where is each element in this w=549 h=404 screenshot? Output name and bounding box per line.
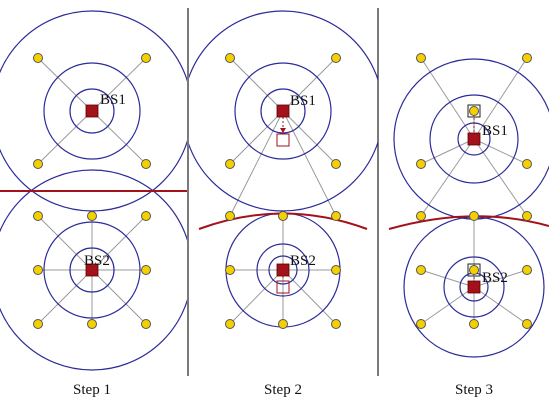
user-node [522,265,532,275]
bs2-label: BS2 [290,253,316,269]
user-node [469,106,479,116]
user-node [87,211,97,221]
bs1-label: BS1 [482,123,508,139]
user-node [278,211,288,221]
user-node [331,319,341,329]
base-station-bs1 [467,132,481,146]
step-3-caption: Step 3 [455,382,493,398]
coverage-ring [43,221,141,319]
user-node [33,319,43,329]
coverage-ring [234,62,332,160]
previous-position [467,263,481,277]
user-node [522,53,532,63]
user-node [416,159,426,169]
user-node [141,53,151,63]
user-node [225,319,235,329]
user-node [331,265,341,275]
user-node [87,319,97,329]
coverage-ring [443,256,505,318]
previous-position [467,104,481,118]
user-node [469,211,479,221]
bs1-label: BS1 [290,93,316,109]
user-node [469,265,479,275]
coverage-ring [69,247,115,293]
user-node [522,319,532,329]
panel-step-3: BS1 BS2 [388,53,549,358]
user-node [416,265,426,275]
step-1-caption: Step 1 [73,382,111,398]
user-node [225,211,235,221]
user-node [522,211,532,221]
base-station-bs2 [276,263,290,277]
target-position [276,280,290,294]
user-node [469,319,479,329]
user-node [225,265,235,275]
user-node [33,265,43,275]
user-node [33,211,43,221]
user-node [141,319,151,329]
user-node [331,53,341,63]
coverage-ring [0,169,187,371]
target-position [276,133,290,147]
step-2-caption: Step 2 [264,382,302,398]
coverage-ring [268,255,298,285]
user-node [33,53,43,63]
base-station-bs1 [85,104,99,118]
arrow-head [280,128,286,133]
coverage-ring [43,62,141,160]
user-node [225,159,235,169]
base-station-bs1 [276,104,290,118]
panel-step-2: BS1 BS2 [189,10,378,329]
coverage-ring [429,94,519,184]
user-node [331,211,341,221]
bs2-label: BS2 [84,253,110,269]
user-node [416,319,426,329]
base-station-bs2 [467,280,481,294]
user-node [33,159,43,169]
user-node [141,159,151,169]
user-node [141,211,151,221]
user-node [522,159,532,169]
user-node [141,265,151,275]
coverage-ring [256,243,310,297]
user-node [331,159,341,169]
user-node [278,319,288,329]
panel-step-1: BS1 BS2 [0,10,187,371]
base-station-bs2 [85,263,99,277]
user-node [416,53,426,63]
bs1-label: BS1 [100,92,126,108]
user-node [416,211,426,221]
bs2-label: BS2 [482,270,508,286]
user-node [225,53,235,63]
coverage-ring [69,88,115,134]
